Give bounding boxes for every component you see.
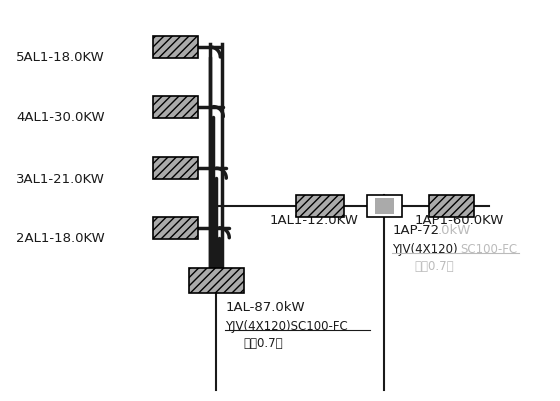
- Text: 埋深0.7米: 埋深0.7米: [243, 336, 283, 349]
- Bar: [189, 268, 244, 294]
- Text: 1AP-72: 1AP-72: [393, 223, 440, 236]
- Text: 2AL1-18.0KW: 2AL1-18.0KW: [16, 232, 105, 245]
- Text: 1AL-87.0kW: 1AL-87.0kW: [225, 301, 305, 314]
- Bar: [375, 198, 394, 215]
- Bar: [153, 217, 198, 239]
- Bar: [296, 196, 344, 217]
- Text: SC100-FC: SC100-FC: [460, 242, 517, 255]
- Bar: [429, 196, 474, 217]
- Text: 1AL1-12.0KW: 1AL1-12.0KW: [270, 213, 359, 226]
- Text: YJV(4X120)SC100-FC: YJV(4X120)SC100-FC: [225, 319, 348, 332]
- Text: .0kW: .0kW: [437, 223, 470, 236]
- Text: 5AL1-18.0KW: 5AL1-18.0KW: [16, 51, 105, 64]
- Bar: [153, 37, 198, 59]
- Bar: [367, 196, 403, 217]
- Text: 4AL1-30.0KW: 4AL1-30.0KW: [16, 111, 105, 124]
- Bar: [153, 158, 198, 180]
- Text: 埋深0.7米: 埋深0.7米: [414, 259, 454, 272]
- Text: 1AP1-60.0KW: 1AP1-60.0KW: [414, 213, 503, 226]
- Text: 3AL1-21.0KW: 3AL1-21.0KW: [16, 172, 105, 185]
- Bar: [153, 97, 198, 118]
- Text: YJV(4X120): YJV(4X120): [393, 242, 458, 255]
